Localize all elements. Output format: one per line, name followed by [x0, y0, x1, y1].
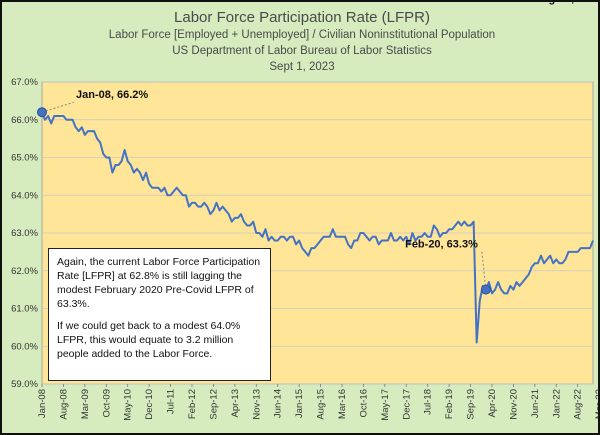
x-tick-label: Sep-19	[466, 389, 477, 420]
x-tick-label: Nov-13	[251, 389, 262, 420]
annotation-label: Jan-08, 66.2%	[76, 89, 148, 101]
x-tick-label: Jun-21	[530, 389, 541, 418]
lfpr-series-line	[41, 111, 594, 344]
y-tick-label: 62.0%	[11, 266, 38, 277]
x-tick-label: Jan-08	[37, 389, 48, 418]
x-tick-label: Mar-09	[80, 389, 91, 419]
commentary-box: Again, the current Labor Force Participa…	[48, 248, 271, 381]
x-tick-label: Dec-17	[401, 389, 412, 420]
x-tick-label: Aug-08	[58, 389, 69, 420]
commentary-paragraph-1: Again, the current Labor Force Participa…	[57, 256, 261, 310]
y-tick-label: 65.0%	[11, 153, 38, 164]
annotation-label: Aug-23, 62.8%	[534, 2, 598, 5]
y-tick-label: 63.0%	[11, 228, 38, 239]
x-tick-label: Apr-20	[487, 389, 498, 418]
y-tick-label: 64.0%	[11, 190, 38, 201]
x-tick-label: May-17	[380, 389, 391, 421]
annotation-marker	[480, 284, 491, 295]
x-tick-label: Apr-13	[230, 389, 241, 418]
annotation-label: Feb-20, 63.3%	[405, 239, 478, 251]
y-tick-label: 61.0%	[11, 304, 38, 315]
x-tick-label: Jul-11	[166, 389, 177, 414]
x-tick-label: Feb-12	[187, 389, 198, 419]
y-tick-label: 60.0%	[11, 341, 38, 352]
x-tick-label: Aug-22	[573, 389, 584, 420]
x-tick-label: Jan-15	[294, 389, 305, 418]
x-tick-label: Aug-15	[316, 389, 327, 420]
x-tick-label: Nov-20	[508, 389, 519, 420]
x-tick-label: Mar-23	[594, 389, 598, 419]
x-tick-label: Jun-14	[273, 389, 284, 418]
y-tick-label: 59.0%	[11, 379, 38, 390]
chart-title: Labor Force Participation Rate (LFPR)	[174, 9, 430, 26]
x-tick-label: May-10	[123, 389, 134, 421]
chart-source: US Department of Labor Bureau of Labor S…	[172, 45, 432, 57]
annotation-leader	[41, 101, 75, 113]
x-tick-label: Feb-19	[444, 389, 455, 419]
chart-subtitle: Labor Force [Employed + Unemployed] / Ci…	[108, 29, 496, 41]
x-tick-label: Dec-10	[144, 389, 155, 420]
annotation-marker	[37, 107, 47, 118]
y-tick-label: 67.0%	[11, 77, 38, 88]
x-tick-label: Oct-09	[101, 389, 112, 418]
x-tick-label: Jul-18	[423, 389, 434, 415]
x-tick-label: Jan-22	[551, 389, 562, 418]
x-tick-label: Mar-16	[337, 389, 348, 419]
chart-date: Sept 1, 2023	[269, 61, 335, 73]
y-tick-label: 66.0%	[11, 115, 38, 126]
x-tick-label: Sep-12	[208, 389, 219, 420]
commentary-paragraph-2: If we could get back to a modest 64.0% L…	[57, 320, 241, 360]
x-tick-label: Oct-16	[358, 389, 369, 418]
